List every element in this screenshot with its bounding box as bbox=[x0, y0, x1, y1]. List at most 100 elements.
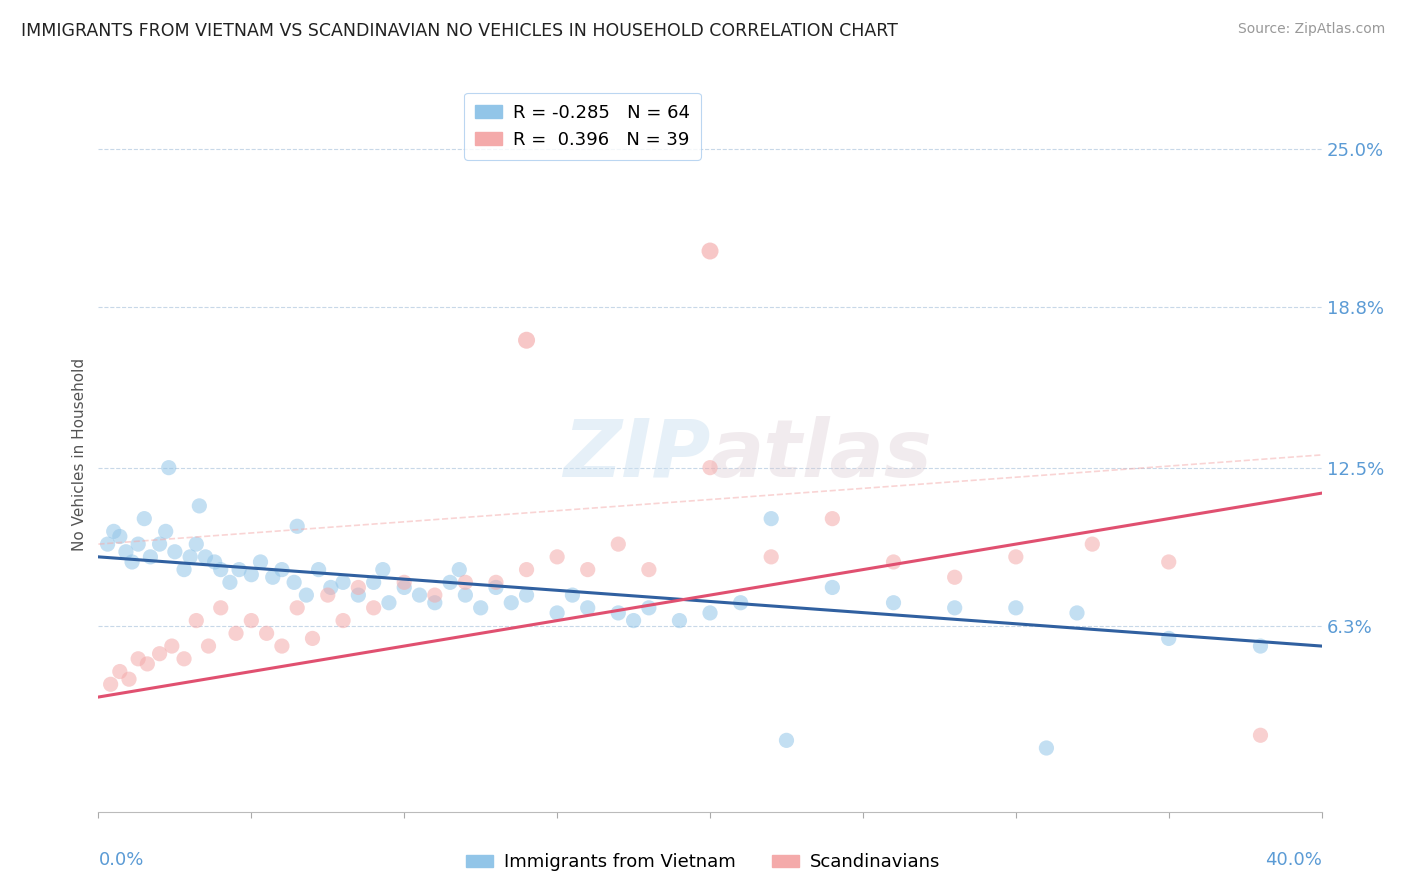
Point bbox=[127, 652, 149, 666]
Point bbox=[821, 511, 844, 525]
Point bbox=[363, 575, 385, 590]
Point bbox=[194, 549, 217, 564]
Point bbox=[285, 519, 308, 533]
Point bbox=[576, 600, 599, 615]
Point bbox=[501, 596, 523, 610]
Point bbox=[371, 563, 394, 577]
Point bbox=[668, 614, 690, 628]
Point bbox=[240, 567, 263, 582]
Point bbox=[423, 588, 446, 602]
Point bbox=[576, 563, 599, 577]
Point bbox=[449, 563, 471, 577]
Point bbox=[378, 596, 401, 610]
Point bbox=[516, 588, 538, 602]
Point bbox=[186, 537, 208, 551]
Point bbox=[249, 555, 271, 569]
Point bbox=[761, 549, 783, 564]
Point bbox=[347, 588, 370, 602]
Point bbox=[607, 606, 630, 620]
Point bbox=[363, 600, 385, 615]
Point bbox=[219, 575, 242, 590]
Point bbox=[943, 570, 966, 584]
Point bbox=[256, 626, 278, 640]
Point bbox=[943, 600, 966, 615]
Point bbox=[228, 563, 250, 577]
Point bbox=[347, 581, 370, 595]
Point bbox=[638, 563, 661, 577]
Point bbox=[127, 537, 149, 551]
Point bbox=[485, 581, 508, 595]
Point bbox=[155, 524, 177, 539]
Point bbox=[225, 626, 247, 640]
Point bbox=[270, 639, 294, 653]
Y-axis label: No Vehicles in Household: No Vehicles in Household bbox=[72, 359, 87, 551]
Point bbox=[485, 575, 508, 590]
Point bbox=[301, 632, 323, 646]
Point bbox=[163, 545, 186, 559]
Point bbox=[775, 733, 797, 747]
Point bbox=[149, 647, 172, 661]
Text: atlas: atlas bbox=[710, 416, 932, 494]
Point bbox=[623, 614, 645, 628]
Point bbox=[454, 588, 477, 602]
Point bbox=[699, 606, 721, 620]
Point bbox=[332, 614, 354, 628]
Point bbox=[439, 575, 461, 590]
Point bbox=[319, 581, 342, 595]
Point bbox=[761, 511, 783, 525]
Legend: Immigrants from Vietnam, Scandinavians: Immigrants from Vietnam, Scandinavians bbox=[458, 847, 948, 879]
Point bbox=[821, 581, 844, 595]
Point bbox=[240, 614, 263, 628]
Legend: R = -0.285   N = 64, R =  0.396   N = 39: R = -0.285 N = 64, R = 0.396 N = 39 bbox=[464, 93, 702, 160]
Point bbox=[730, 596, 752, 610]
Point bbox=[209, 600, 232, 615]
Point bbox=[408, 588, 430, 602]
Point bbox=[546, 606, 568, 620]
Point bbox=[1157, 555, 1180, 569]
Point bbox=[134, 511, 156, 525]
Point bbox=[136, 657, 159, 671]
Point bbox=[516, 333, 538, 347]
Point bbox=[1066, 606, 1088, 620]
Point bbox=[1004, 549, 1026, 564]
Point bbox=[699, 460, 721, 475]
Point bbox=[262, 570, 284, 584]
Point bbox=[295, 588, 318, 602]
Point bbox=[173, 563, 195, 577]
Point bbox=[173, 652, 195, 666]
Point bbox=[470, 600, 492, 615]
Point bbox=[188, 499, 211, 513]
Point bbox=[160, 639, 183, 653]
Point bbox=[423, 596, 446, 610]
Point bbox=[103, 524, 125, 539]
Point bbox=[316, 588, 339, 602]
Point bbox=[179, 549, 201, 564]
Point bbox=[699, 244, 721, 258]
Point bbox=[561, 588, 583, 602]
Point bbox=[1081, 537, 1104, 551]
Point bbox=[157, 460, 180, 475]
Point bbox=[332, 575, 354, 590]
Point bbox=[1004, 600, 1026, 615]
Point bbox=[308, 563, 330, 577]
Point bbox=[1157, 632, 1180, 646]
Point bbox=[204, 555, 226, 569]
Point bbox=[149, 537, 172, 551]
Point bbox=[115, 545, 138, 559]
Point bbox=[392, 575, 416, 590]
Point bbox=[516, 563, 538, 577]
Point bbox=[1035, 741, 1057, 756]
Point bbox=[121, 555, 143, 569]
Point bbox=[108, 665, 131, 679]
Point bbox=[97, 537, 120, 551]
Point bbox=[100, 677, 122, 691]
Point bbox=[454, 575, 477, 590]
Text: Source: ZipAtlas.com: Source: ZipAtlas.com bbox=[1237, 22, 1385, 37]
Point bbox=[883, 596, 905, 610]
Point bbox=[270, 563, 294, 577]
Point bbox=[607, 537, 630, 551]
Point bbox=[197, 639, 219, 653]
Point bbox=[108, 529, 131, 543]
Point bbox=[1250, 639, 1272, 653]
Text: 0.0%: 0.0% bbox=[98, 851, 143, 869]
